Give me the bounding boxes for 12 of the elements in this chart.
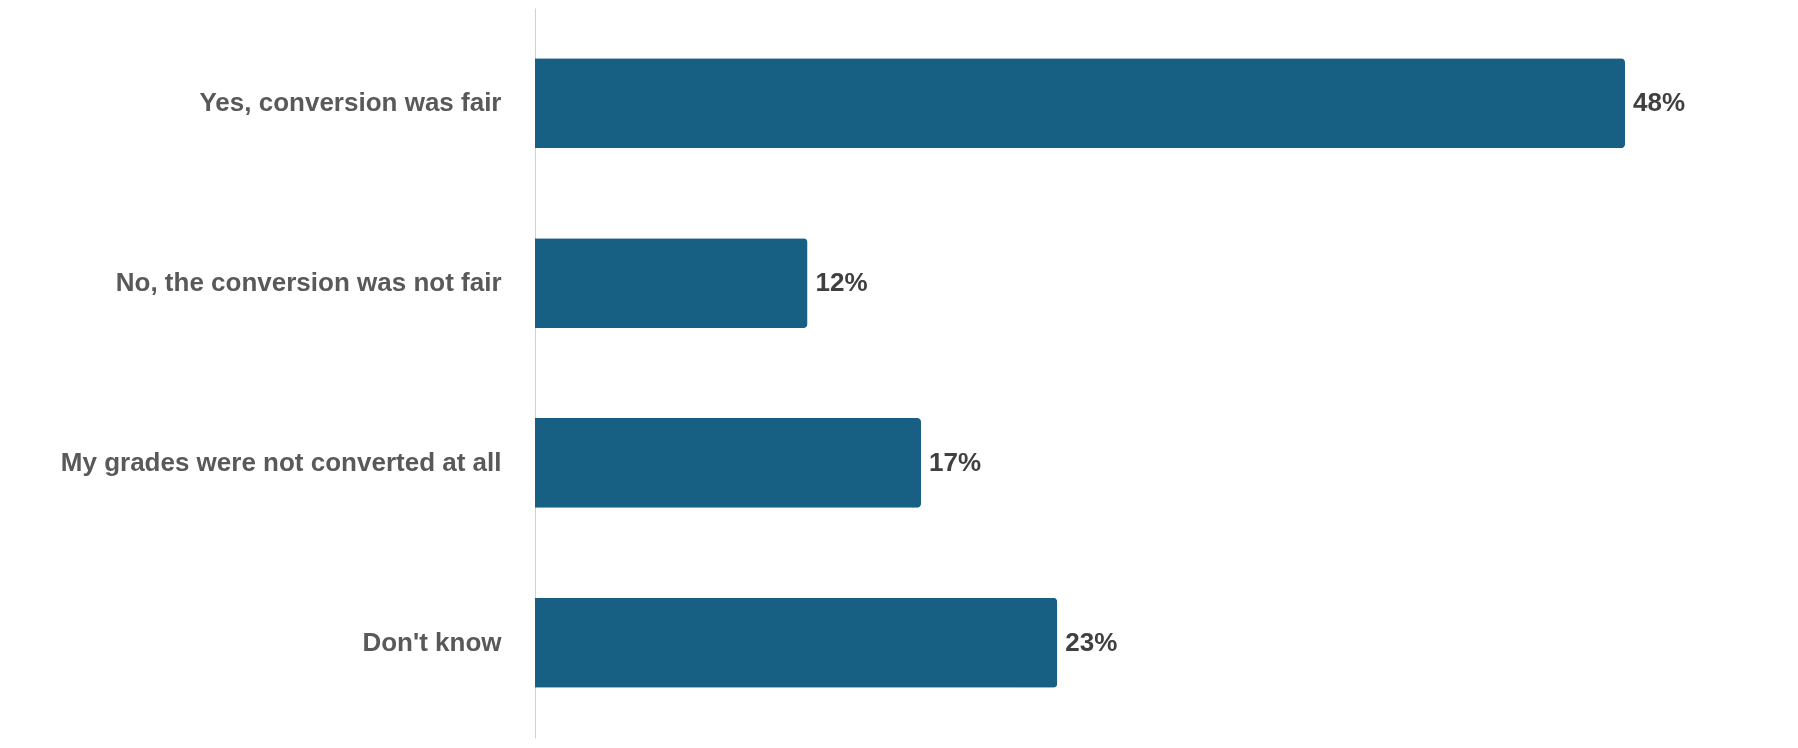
data-label: 23%	[1065, 626, 1118, 657]
y-tick-label: My grades were not converted at all	[60, 446, 502, 477]
y-tick-label: No, the conversion was not fair	[115, 267, 502, 298]
bar	[535, 597, 1058, 688]
y-tick-label: Don't know	[362, 626, 503, 657]
data-label: 17%	[929, 446, 982, 477]
bar	[535, 238, 808, 329]
bar	[535, 58, 1625, 149]
y-tick-label: Yes, conversion was fair	[199, 87, 502, 118]
bar	[535, 417, 922, 508]
data-label: 48%	[1633, 87, 1686, 118]
data-label: 12%	[815, 267, 868, 298]
